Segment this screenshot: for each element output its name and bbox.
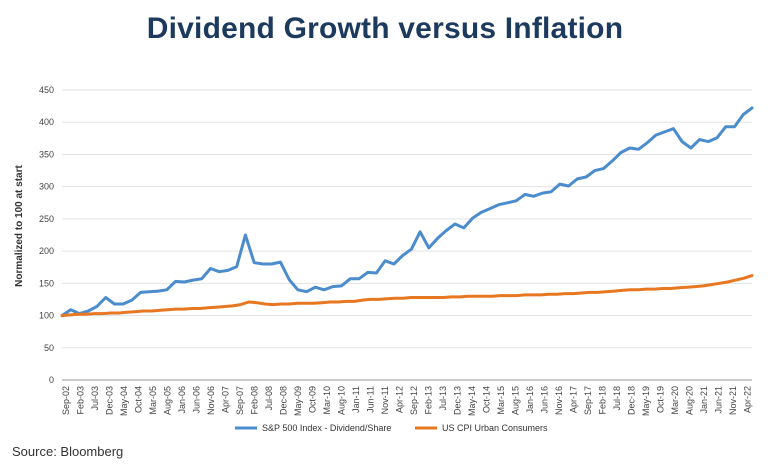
y-tick-label: 450: [39, 85, 54, 95]
series-line-2: [60, 274, 754, 318]
x-tick-label: Jan-21: [699, 386, 709, 414]
x-tick-label: Dec-03: [104, 386, 114, 415]
y-tick-label: 0: [49, 375, 54, 385]
x-tick-label: Aug-20: [684, 386, 694, 415]
x-tick-label: May-19: [641, 386, 651, 416]
legend-label: S&P 500 Index - Dividend/Share: [262, 423, 391, 433]
x-axis-ticks: Sep-02 Feb-03 Jul-03 Dec-03 May-04 Oct-04 Mar-…: [61, 386, 752, 416]
x-tick-label: Jul-03: [90, 386, 100, 411]
x-tick-label: Oct-19: [655, 386, 665, 413]
y-tick-label: 150: [39, 278, 54, 288]
x-tick-label: Nov-16: [554, 386, 564, 415]
x-tick-label: Oct-14: [481, 386, 491, 413]
y-tick-label: 100: [39, 311, 54, 321]
x-tick-label: Jul-13: [438, 386, 448, 411]
y-tick-label: 50: [44, 343, 54, 353]
y-axis-ticks: 0 50 100 150 200 250 300 350 400 450: [39, 85, 54, 385]
x-tick-label: Dec-13: [452, 386, 462, 415]
x-tick-label: Aug-05: [162, 386, 172, 415]
series-lines: [60, 106, 754, 318]
chart-title: Dividend Growth versus Inflation: [146, 12, 624, 45]
y-tick-label: 250: [39, 214, 54, 224]
x-tick-label: Oct-04: [133, 386, 143, 413]
y-tick-label: 400: [39, 117, 54, 127]
x-tick-label: Feb-08: [249, 386, 259, 415]
x-tick-label: May-04: [119, 386, 129, 416]
x-tick-label: Apr-07: [220, 386, 230, 413]
x-tick-label: Sep-12: [409, 386, 419, 415]
x-tick-label: Mar-20: [670, 386, 680, 415]
x-tick-label: Nov-06: [206, 386, 216, 415]
x-tick-label: Apr-17: [568, 386, 578, 413]
x-tick-label: Feb-03: [75, 386, 85, 415]
legend-label: US CPI Urban Consumers: [442, 423, 548, 433]
x-tick-label: Apr-12: [394, 386, 404, 413]
series-line-1: [60, 106, 754, 318]
x-tick-label: Mar-10: [322, 386, 332, 415]
x-tick-label: Jun-16: [539, 386, 549, 414]
x-tick-label: Sep-07: [235, 386, 245, 415]
x-tick-label: Feb-18: [597, 386, 607, 415]
x-tick-label: Apr-22: [742, 386, 752, 413]
x-tick-label: Feb-13: [423, 386, 433, 415]
y-tick-label: 300: [39, 182, 54, 192]
x-tick-label: Jan-16: [525, 386, 535, 414]
x-tick-label: Jul-08: [264, 386, 274, 411]
x-tick-label: Nov-21: [728, 386, 738, 415]
x-tick-label: Dec-08: [278, 386, 288, 415]
x-tick-label: Jan-11: [351, 386, 361, 413]
x-tick-label: Jul-18: [612, 386, 622, 411]
x-tick-label: Mar-15: [496, 386, 506, 415]
x-tick-label: Sep-17: [583, 386, 593, 415]
y-axis-label: Normalized to 100 at start: [14, 164, 25, 286]
legend: S&P 500 Index - Dividend/Share US CPI Urb…: [235, 423, 548, 433]
y-tick-label: 200: [39, 246, 54, 256]
x-tick-label: May-14: [467, 386, 477, 416]
x-tick-label: Mar-05: [148, 386, 158, 415]
x-tick-label: May-09: [293, 386, 303, 416]
x-tick-label: Aug-10: [336, 386, 346, 415]
x-tick-label: Nov-11: [380, 386, 390, 414]
x-tick-label: Jun-11: [365, 386, 375, 413]
x-tick-label: Jun-06: [191, 386, 201, 414]
x-tick-label: Sep-02: [61, 386, 71, 415]
x-tick-label: Jun-21: [713, 386, 723, 414]
x-tick-label: Dec-18: [626, 386, 636, 415]
source-note: Source: Bloomberg: [12, 444, 124, 459]
x-tick-label: Oct-09: [307, 386, 317, 413]
x-tick-label: Aug-15: [510, 386, 520, 415]
gridlines: [62, 89, 752, 381]
x-tick-label: Jan-06: [177, 386, 187, 414]
y-tick-label: 350: [39, 149, 54, 159]
